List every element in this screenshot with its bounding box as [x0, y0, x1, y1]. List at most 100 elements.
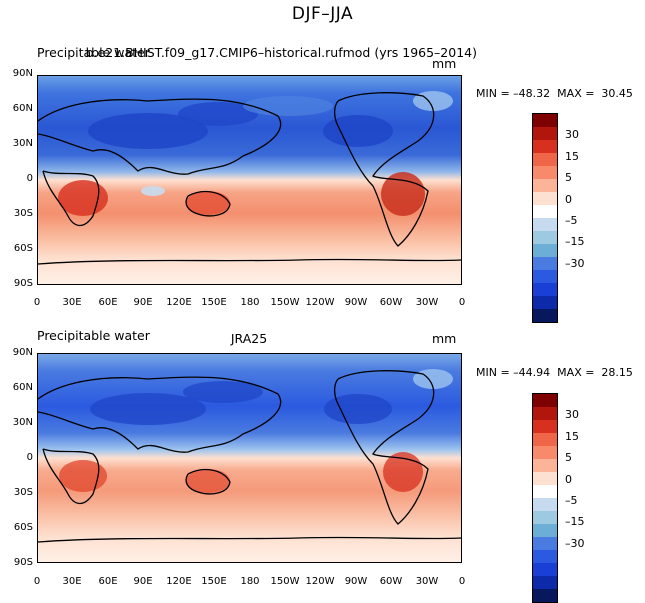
lon-label: 30W: [415, 576, 439, 587]
lon-label: 150E: [201, 297, 227, 308]
lon-label: 30E: [62, 297, 82, 308]
panel-units-label: mm: [432, 56, 457, 71]
lat-label: 60S: [13, 522, 33, 533]
panel-top-model: Precipitable water b.e21.BHIST.f09_g17.C…: [0, 0, 645, 323]
lon-label: 150E: [201, 576, 227, 587]
colorbar-tick: 15: [565, 150, 579, 163]
colorbar-segment: [533, 270, 557, 283]
colorbar-segment: [533, 127, 557, 140]
lon-label: 150W: [270, 297, 300, 308]
lat-label: 0: [26, 452, 33, 463]
colorbar-tick: –15: [565, 235, 585, 248]
colorbar-tick: 30: [565, 128, 579, 141]
lat-label: 90N: [12, 68, 33, 79]
lon-label: 60W: [379, 297, 403, 308]
colorbar-segment: [533, 498, 557, 511]
colorbar-segment: [533, 205, 557, 218]
min-value-label: MIN = –48.32: [476, 87, 551, 100]
colorbar-segment: [533, 446, 557, 459]
colorbar-tick: 5: [565, 171, 572, 184]
colorbar-segment: [533, 472, 557, 485]
colorbar-segment: [533, 166, 557, 179]
lon-label: 120W: [305, 576, 335, 587]
colorbar-segment: [533, 140, 557, 153]
max-value-label: MAX = 28.15: [557, 366, 633, 379]
lon-label: 180: [240, 576, 260, 587]
lon-label: 0: [33, 297, 41, 308]
colorbar-segment: [533, 589, 557, 602]
min-value-label: MIN = –44.94: [476, 366, 551, 379]
colorbar-segment: [533, 433, 557, 446]
panel-dataset-label: b.e21.BHIST.f09_g17.CMIP6–historical.ruf…: [85, 45, 477, 60]
colorbar-segment: [533, 309, 557, 322]
lat-label: 90S: [13, 278, 33, 289]
lon-label: 90W: [344, 576, 368, 587]
colorbar-tick: –30: [565, 257, 585, 270]
panel-variable-label: Precipitable water: [37, 328, 150, 343]
colorbar-tick: –5: [565, 214, 578, 227]
colorbar-top: [532, 113, 558, 323]
lon-label: 60W: [379, 576, 403, 587]
colorbar-segment: [533, 485, 557, 498]
map-plot-top: [37, 75, 462, 285]
colorbar-segment: [533, 283, 557, 296]
colorbar-segment: [533, 231, 557, 244]
lat-label: 90N: [12, 347, 33, 358]
colorbar-tick: –15: [565, 515, 585, 528]
lat-label: 60N: [12, 382, 33, 393]
lon-label: 0: [458, 576, 466, 587]
colorbar-segment: [533, 576, 557, 589]
colorbar-tick: –30: [565, 537, 585, 550]
panel-variable-label: Precipitable water: [37, 45, 150, 60]
colorbar-segment: [533, 114, 557, 127]
lon-label: 120E: [166, 297, 192, 308]
colorbar-segment: [533, 511, 557, 524]
lat-label: 90S: [13, 557, 33, 568]
lon-label: 90E: [133, 576, 153, 587]
colorbar-tick: 0: [565, 193, 572, 206]
colorbar-segment: [533, 257, 557, 270]
lat-label: 30S: [13, 208, 33, 219]
colorbar-bottom: [532, 393, 558, 603]
panel-units-label: mm: [432, 331, 457, 346]
lon-label: 60E: [98, 576, 118, 587]
colorbar-segment: [533, 537, 557, 550]
lat-label: 0: [26, 173, 33, 184]
colorbar-segment: [533, 524, 557, 537]
lat-label: 60N: [12, 103, 33, 114]
colorbar-tick: 15: [565, 430, 579, 443]
lat-label: 30N: [12, 417, 33, 428]
min-max-readout: MIN = –44.94 MAX = 28.15: [476, 366, 633, 379]
min-max-readout: MIN = –48.32 MAX = 30.45: [476, 87, 633, 100]
colorbar-segment: [533, 244, 557, 257]
colorbar-segment: [533, 394, 557, 407]
lon-label: 30E: [62, 576, 82, 587]
lon-label: 0: [458, 297, 466, 308]
colorbar-segment: [533, 179, 557, 192]
max-value-label: MAX = 30.45: [557, 87, 633, 100]
lat-label: 30S: [13, 487, 33, 498]
colorbar-segment: [533, 407, 557, 420]
colorbar-segment: [533, 459, 557, 472]
colorbar-segment: [533, 192, 557, 205]
colorbar-tick: 5: [565, 451, 572, 464]
lat-label: 30N: [12, 138, 33, 149]
colorbar-tick: 30: [565, 408, 579, 421]
colorbar-segment: [533, 420, 557, 433]
lon-label: 90W: [344, 297, 368, 308]
lat-label: 60S: [13, 243, 33, 254]
colorbar-tick: –5: [565, 494, 578, 507]
figure-title: DJF–JJA: [291, 4, 354, 24]
colorbar-tick: 0: [565, 473, 572, 486]
colorbar-segment: [533, 550, 557, 563]
colorbar-segment: [533, 153, 557, 166]
lon-label: 150W: [270, 576, 300, 587]
colorbar-segment: [533, 296, 557, 309]
map-plot-bottom: [37, 353, 462, 563]
colorbar-segment: [533, 218, 557, 231]
lon-label: 30W: [415, 297, 439, 308]
lon-label: 60E: [98, 297, 118, 308]
lon-label: 0: [33, 576, 41, 587]
lon-label: 120W: [305, 297, 335, 308]
colorbar-segment: [533, 563, 557, 576]
